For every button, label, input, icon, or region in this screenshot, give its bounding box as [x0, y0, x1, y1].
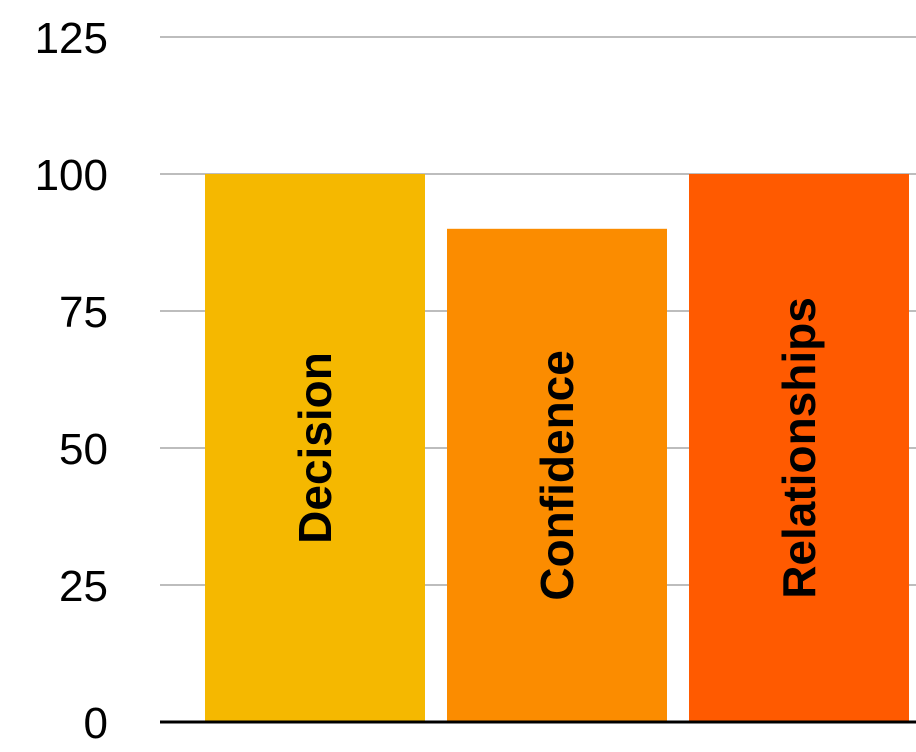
bar-label-confidence: Confidence [531, 350, 583, 600]
bars [205, 174, 909, 723]
bar-decision [205, 174, 425, 722]
y-tick-label: 0 [84, 699, 108, 747]
y-tick-label: 75 [59, 288, 108, 337]
y-axis: 0 25 50 75 100 125 [35, 14, 916, 748]
bar-confidence [447, 228, 667, 723]
y-tick-label: 125 [35, 14, 108, 63]
y-tick-label: 50 [59, 425, 108, 474]
y-tick-label: 25 [59, 562, 108, 611]
bar-label-relationships: Relationships [773, 297, 825, 599]
y-tick-label: 100 [35, 151, 108, 200]
bar-relationships [689, 174, 909, 722]
bar-labels: Decision Confidence Relationships [289, 297, 825, 600]
bar-label-decision: Decision [289, 352, 341, 544]
